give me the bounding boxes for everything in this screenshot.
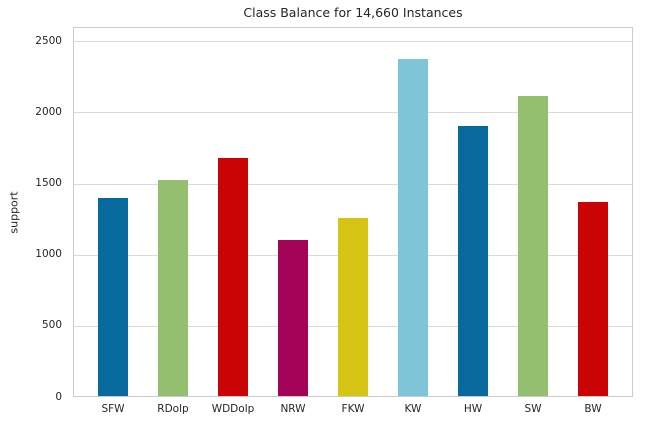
y-tick-2000: 2000 — [35, 105, 62, 118]
x-tick-WDDolp: WDDolp — [211, 403, 255, 415]
y-axis-label-container: support — [0, 27, 28, 397]
y-tick-2500: 2500 — [35, 34, 62, 47]
x-tick-SW: SW — [524, 403, 542, 415]
x-tick-FKW: FKW — [341, 403, 365, 415]
x-tick-HW: HW — [463, 403, 483, 415]
plot-area — [73, 27, 633, 397]
x-tick-SFW: SFW — [101, 403, 125, 415]
y-axis-label: support — [7, 190, 21, 234]
y-tick-1000: 1000 — [35, 248, 62, 261]
x-tick-KW: KW — [404, 403, 422, 415]
y-tick-500: 500 — [41, 319, 62, 332]
bar-SW — [518, 96, 548, 396]
gridline-1500 — [74, 183, 632, 185]
x-tick-BW: BW — [584, 403, 602, 415]
gridline-2000 — [74, 112, 632, 114]
bar-BW — [578, 201, 608, 396]
chart-title: Class Balance for 14,660 Instances — [243, 5, 463, 20]
x-tick-RDolp: RDolp — [157, 403, 189, 415]
bar-KW — [398, 59, 428, 396]
bar-FKW — [338, 218, 368, 396]
y-tick-1500: 1500 — [35, 177, 62, 190]
bar-WDDolp — [218, 157, 248, 396]
bar-HW — [458, 126, 488, 396]
bar-SFW — [98, 197, 128, 396]
x-tick-NRW: NRW — [280, 403, 306, 415]
bar-NRW — [278, 240, 308, 396]
gridline-2500 — [74, 41, 632, 43]
bar-RDolp — [158, 180, 188, 396]
y-tick-0: 0 — [55, 390, 62, 403]
